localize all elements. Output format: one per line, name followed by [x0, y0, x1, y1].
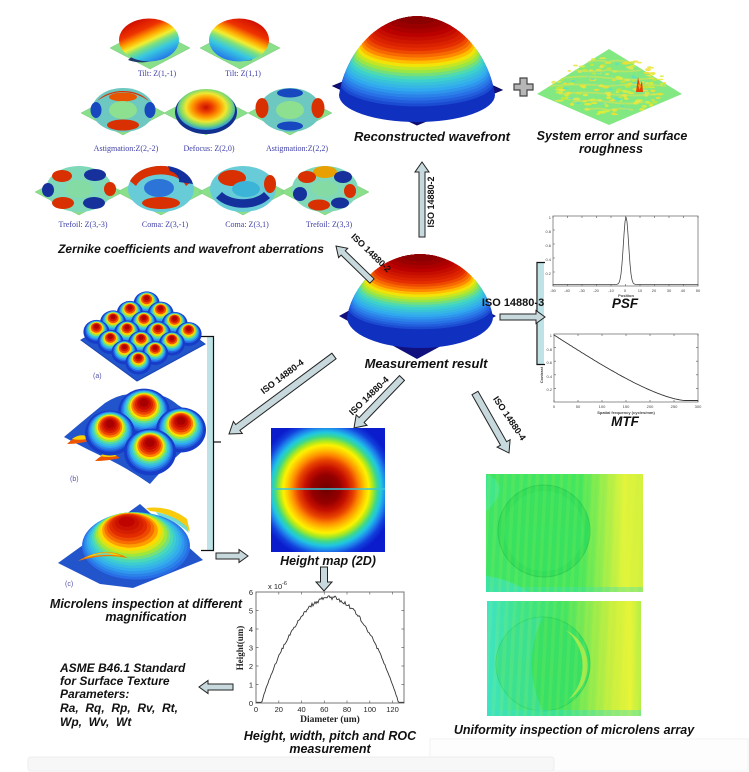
svg-text:roughness: roughness: [579, 142, 643, 156]
svg-text:2: 2: [249, 662, 253, 671]
svg-text:Coma: Z(3,1): Coma: Z(3,1): [225, 220, 269, 229]
svg-text:150: 150: [623, 404, 630, 409]
svg-text:Reconstructed wavefront: Reconstructed wavefront: [354, 129, 511, 144]
svg-text:-30: -30: [579, 288, 586, 293]
svg-text:Astigmation:Z(2,-2): Astigmation:Z(2,-2): [94, 144, 159, 153]
svg-text:Height(um): Height(um): [235, 626, 245, 671]
svg-text:ISO 14880-3: ISO 14880-3: [482, 297, 544, 309]
svg-text:Ra, Rq, Rp, Rv, Rt,: Ra, Rq, Rp, Rv, Rt,: [60, 701, 178, 715]
svg-text:PSF: PSF: [612, 296, 639, 311]
svg-text:(b): (b): [70, 476, 79, 483]
svg-text:200: 200: [647, 404, 654, 409]
svg-text:0: 0: [553, 404, 556, 409]
svg-text:Spatial frequency (cycles/mm): Spatial frequency (cycles/mm): [597, 410, 655, 415]
svg-text:60: 60: [320, 705, 328, 714]
svg-text:Height map (2D): Height map (2D): [280, 554, 376, 568]
svg-text:20: 20: [652, 288, 657, 293]
svg-text:0.2: 0.2: [545, 271, 551, 276]
svg-text:1: 1: [249, 681, 253, 690]
svg-text:System error and surface: System error and surface: [537, 129, 688, 143]
svg-text:3: 3: [249, 644, 253, 653]
svg-text:Tilt: Z(1,1): Tilt: Z(1,1): [225, 69, 261, 78]
svg-text:Measurement result: Measurement result: [365, 356, 488, 371]
svg-text:0.6: 0.6: [546, 360, 552, 365]
svg-text:-20: -20: [593, 288, 600, 293]
svg-text:ASME B46.1 Standard: ASME B46.1 Standard: [59, 661, 186, 675]
svg-text:Contrast: Contrast: [539, 366, 544, 383]
svg-text:0.2: 0.2: [546, 387, 552, 392]
svg-text:-40: -40: [564, 288, 571, 293]
svg-text:50: 50: [696, 288, 701, 293]
svg-text:for Surface Texture: for Surface Texture: [60, 674, 170, 688]
svg-text:4: 4: [249, 625, 253, 634]
svg-text:Zernike coefficients and wavef: Zernike coefficients and wavefront aberr…: [57, 242, 324, 256]
svg-text:Diameter (um): Diameter (um): [300, 714, 360, 725]
svg-text:x 10: x 10: [268, 582, 282, 591]
svg-text:Coma: Z(3,-1): Coma: Z(3,-1): [142, 220, 189, 229]
svg-text:6: 6: [249, 588, 253, 597]
svg-text:-10: -10: [608, 288, 615, 293]
svg-text:0.4: 0.4: [545, 257, 551, 262]
svg-text:Astigmation:Z(2,2): Astigmation:Z(2,2): [266, 144, 328, 153]
svg-text:20: 20: [275, 705, 283, 714]
svg-text:0.6: 0.6: [545, 243, 551, 248]
svg-text:ISO 14880-2: ISO 14880-2: [426, 176, 436, 227]
svg-text:300: 300: [695, 404, 702, 409]
svg-text:100: 100: [364, 705, 377, 714]
svg-text:10: 10: [638, 288, 643, 293]
svg-text:0.8: 0.8: [546, 347, 552, 352]
svg-text:30: 30: [667, 288, 672, 293]
svg-text:0: 0: [249, 699, 253, 708]
svg-text:250: 250: [671, 404, 678, 409]
svg-text:MTF: MTF: [611, 414, 639, 429]
svg-text:120: 120: [386, 705, 399, 714]
svg-text:-50: -50: [550, 288, 557, 293]
svg-text:Trefoil: Z(3,3): Trefoil: Z(3,3): [306, 220, 353, 229]
svg-text:0: 0: [254, 705, 258, 714]
svg-text:1: 1: [549, 215, 552, 220]
svg-text:Wp, Wv, Wt: Wp, Wv, Wt: [60, 715, 132, 729]
svg-text:100: 100: [599, 404, 606, 409]
svg-text:Microlens inspection at differ: Microlens inspection at different: [50, 597, 243, 611]
svg-text:0.4: 0.4: [546, 374, 552, 379]
svg-text:measurement: measurement: [289, 742, 371, 756]
svg-text:0.8: 0.8: [545, 229, 551, 234]
svg-text:50: 50: [576, 404, 581, 409]
svg-text:5: 5: [249, 607, 253, 616]
svg-text:Uniformity inspection of micro: Uniformity inspection of microlens array: [454, 723, 695, 737]
svg-text:magnification: magnification: [105, 610, 187, 624]
svg-text:Parameters:: Parameters:: [60, 687, 129, 701]
svg-text:(a): (a): [93, 373, 102, 380]
svg-text:1: 1: [550, 333, 553, 338]
svg-text:80: 80: [343, 705, 351, 714]
svg-text:0: 0: [624, 288, 627, 293]
svg-text:Height, width, pitch and ROC: Height, width, pitch and ROC: [244, 729, 417, 743]
svg-text:40: 40: [681, 288, 686, 293]
svg-text:-6: -6: [282, 581, 287, 587]
svg-text:(c): (c): [65, 581, 73, 588]
svg-text:40: 40: [297, 705, 305, 714]
svg-text:Defocus: Z(2,0): Defocus: Z(2,0): [183, 144, 234, 153]
svg-text:Position: Position: [618, 293, 634, 298]
svg-text:Trefoil: Z(3,-3): Trefoil: Z(3,-3): [58, 220, 107, 229]
svg-text:Tilt: Z(1,-1): Tilt: Z(1,-1): [138, 69, 177, 78]
